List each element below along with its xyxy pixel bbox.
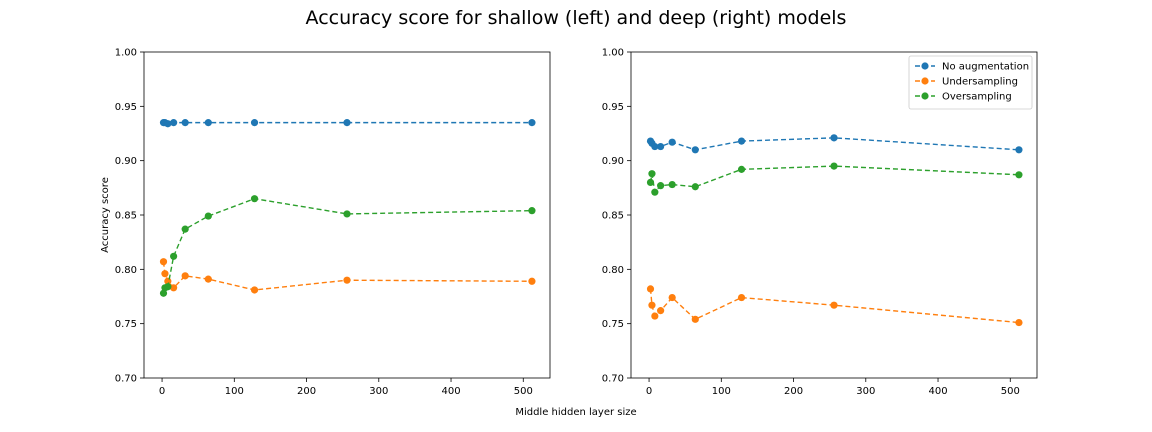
left-oversampling-point: [204, 212, 212, 220]
left-no-augmentation-point: [343, 119, 351, 127]
right-x-tick-label: 500: [1001, 386, 1020, 397]
right-undersampling-point: [830, 301, 838, 309]
right-oversampling-point: [668, 180, 676, 189]
right-chart-panel: 0.70 0.75 0.80 0.85 0.90 0.95 1.00 0 100 200 300 40…: [602, 48, 1038, 397]
legend-no-augmentation-marker: [921, 62, 929, 70]
left-oversampling-point: [170, 252, 178, 260]
left-oversampling-point: [528, 207, 536, 215]
left-undersampling-point: [343, 276, 351, 284]
left-x-tick-label: 500: [514, 386, 533, 397]
right-no-augmentation-point: [1015, 146, 1023, 154]
right-undersampling-point: [1015, 318, 1023, 327]
right-oversampling-point: [657, 182, 665, 190]
right-y-tick-label: 1.00: [602, 48, 624, 59]
right-oversampling-point: [1015, 171, 1023, 179]
right-x-tick-label: 400: [928, 386, 947, 397]
left-oversampling-point: [159, 289, 168, 297]
left-undersampling-point: [204, 275, 212, 283]
left-x-tick-label: 0: [159, 386, 165, 397]
left-no-augmentation-point: [528, 119, 536, 127]
legend: No augmentation Undersampling Oversampling: [908, 55, 1033, 110]
left-undersampling-point: [250, 286, 259, 294]
right-y-tick-label: 0.95: [602, 102, 624, 113]
legend-box: [908, 55, 1033, 110]
right-no-augmentation-point: [830, 134, 838, 142]
right-x-tick-label: 200: [784, 386, 803, 397]
right-y-tick-label: 0.85: [602, 211, 624, 222]
left-y-tick-label: 0.85: [115, 211, 137, 222]
left-x-tick-label: 100: [225, 386, 244, 397]
legend-oversampling-marker: [921, 92, 929, 100]
right-undersampling-point: [668, 293, 676, 302]
left-y-tick-label: 0.80: [115, 265, 137, 276]
left-undersampling-point: [528, 277, 536, 285]
left-oversampling-point: [250, 195, 259, 203]
left-undersampling-line: [162, 261, 532, 291]
right-undersampling-point: [657, 307, 665, 315]
left-x-tick-label: 400: [441, 386, 460, 397]
legend-undersampling-label: Undersampling: [942, 77, 1018, 88]
left-no-augmentation-point: [170, 119, 178, 127]
left-oversampling-point: [181, 225, 189, 233]
left-x-tick-label: 300: [369, 386, 388, 397]
left-chart-panel: 0.70 0.75 0.80 0.85 0.90 0.95 1.00 0 100 200 300 40…: [100, 48, 551, 397]
right-y-tick-label: 0.70: [602, 374, 624, 385]
left-y-tick-label: 0.70: [115, 374, 137, 385]
right-x-tick-label: 300: [856, 386, 875, 397]
right-undersampling-point: [691, 315, 699, 323]
right-oversampling-point: [830, 162, 838, 170]
left-no-augmentation-point: [250, 119, 259, 127]
left-y-tick-label: 0.75: [115, 319, 137, 330]
right-undersampling-point: [651, 312, 659, 320]
left-undersampling-point: [170, 284, 178, 292]
right-no-augmentation-point: [651, 142, 659, 151]
left-undersampling-point: [161, 270, 169, 278]
legend-no-augmentation-label: No augmentation: [942, 62, 1029, 73]
shared-x-axis-label: Middle hidden layer size: [515, 407, 636, 418]
left-no-augmentation-point: [164, 120, 172, 128]
right-undersampling-point: [646, 285, 655, 293]
right-undersampling-point: [648, 301, 656, 309]
left-no-augmentation-point: [181, 119, 189, 127]
figure-title: Accuracy score for shallow (left) and de…: [306, 7, 847, 29]
right-no-augmentation-point: [691, 146, 699, 154]
right-no-augmentation-point: [668, 138, 676, 146]
right-no-augmentation-point: [657, 142, 665, 151]
right-oversampling-line: [649, 165, 1019, 194]
left-undersampling-point: [181, 272, 189, 280]
right-x-tick-label: 100: [712, 386, 731, 397]
right-undersampling-point: [737, 293, 746, 302]
left-no-augmentation-point: [204, 119, 212, 127]
right-y-tick-label: 0.80: [602, 265, 624, 276]
right-no-augmentation-point: [737, 137, 746, 145]
right-oversampling-point: [648, 170, 656, 178]
right-x-tick-label: 0: [646, 386, 652, 397]
left-y-axis-label: Accuracy score: [100, 177, 111, 253]
left-x-tick-label: 200: [297, 386, 316, 397]
left-oversampling-point: [164, 283, 172, 291]
right-oversampling-point: [646, 178, 655, 186]
left-undersampling-point: [159, 258, 168, 266]
left-y-tick-label: 1.00: [115, 48, 137, 59]
left-y-tick-label: 0.95: [115, 102, 137, 113]
right-y-tick-label: 0.90: [602, 156, 624, 167]
right-oversampling-point: [651, 188, 659, 196]
legend-oversampling-label: Oversampling: [942, 92, 1012, 103]
legend-undersampling-marker: [921, 77, 929, 85]
right-y-tick-label: 0.75: [602, 319, 624, 330]
right-oversampling-point: [737, 165, 746, 173]
left-oversampling-point: [343, 210, 351, 218]
right-oversampling-point: [691, 183, 699, 191]
left-y-tick-label: 0.90: [115, 156, 137, 167]
